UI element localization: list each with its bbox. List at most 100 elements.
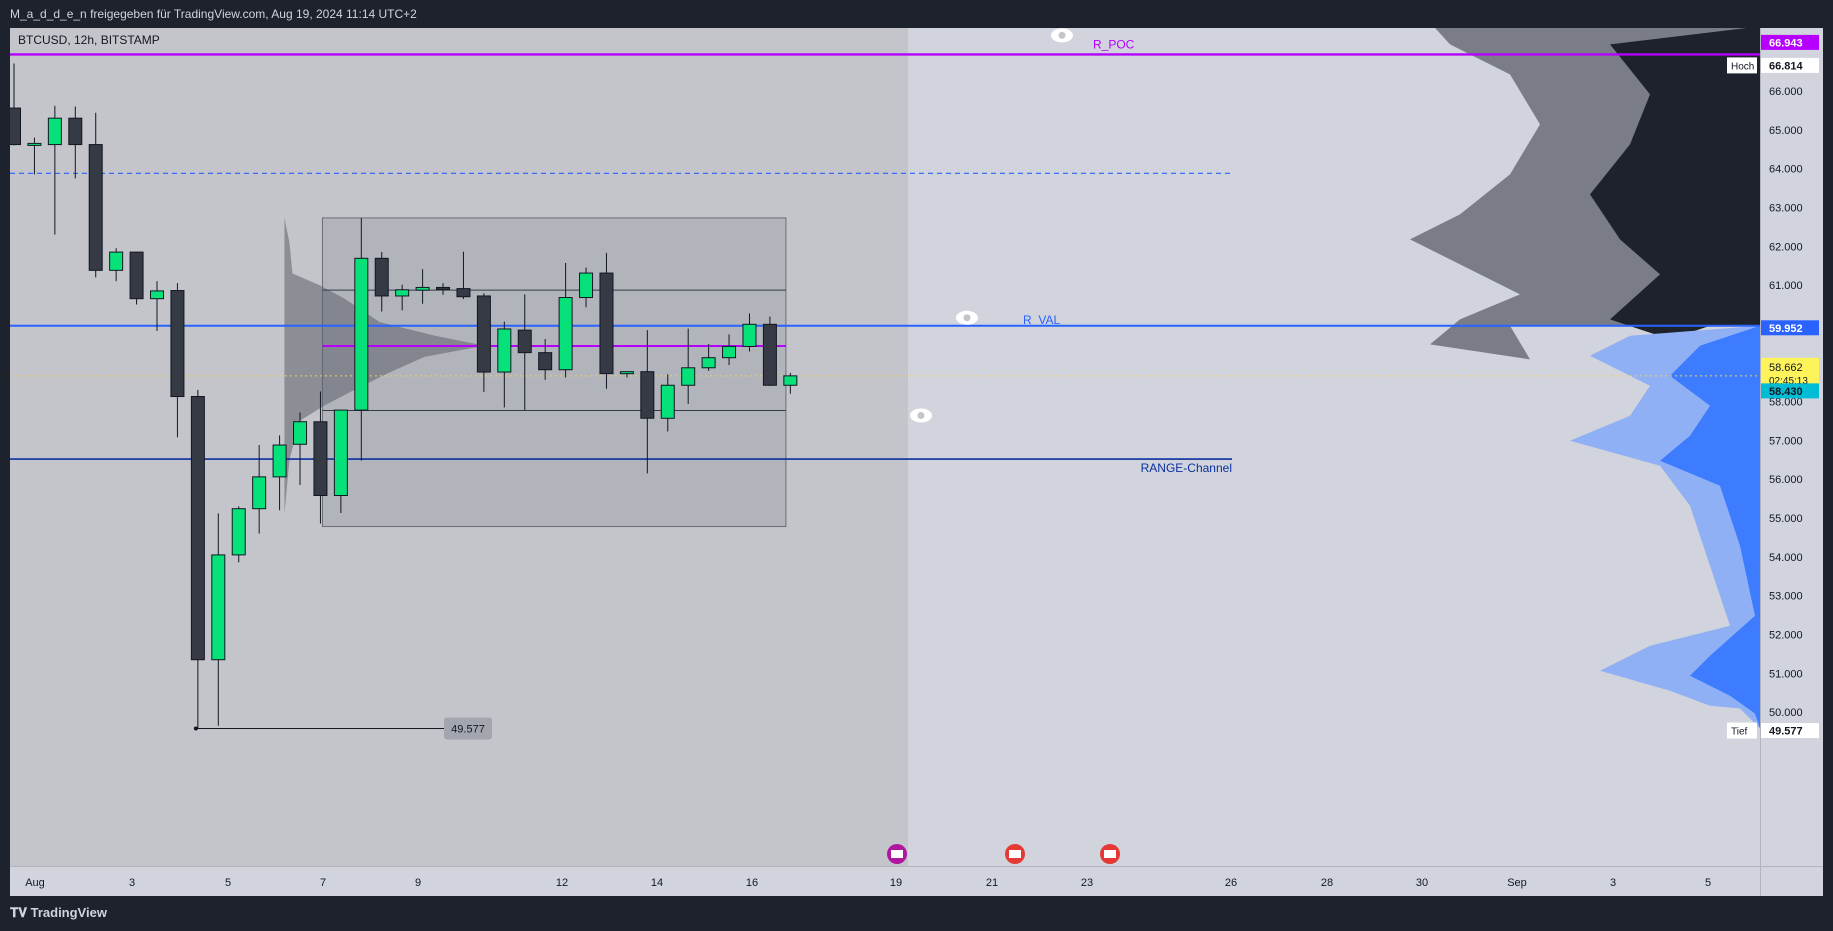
candle-body: [129, 251, 144, 300]
candle[interactable]: [47, 105, 62, 235]
candle[interactable]: [333, 409, 348, 513]
candle-body: [783, 375, 798, 386]
candle[interactable]: [313, 391, 328, 524]
price-axis-scale[interactable]: 66.00065.00064.00063.00062.00061.00060.0…: [1761, 28, 1823, 866]
poc-price-badge[interactable]: 66.943: [1761, 34, 1819, 50]
low-price-badge[interactable]: 49.577: [1761, 723, 1819, 739]
candle-body: [170, 290, 185, 398]
candle[interactable]: [476, 293, 491, 392]
candle[interactable]: [252, 445, 267, 534]
candle[interactable]: [68, 106, 83, 179]
candle-body: [231, 508, 246, 556]
candle[interactable]: [231, 506, 246, 563]
candle-body: [701, 357, 716, 369]
candle-body: [333, 409, 348, 497]
low-label-tag-text: Tief: [1731, 727, 1748, 738]
candle[interactable]: [211, 513, 226, 726]
candle[interactable]: [395, 284, 410, 311]
candle[interactable]: [579, 267, 594, 308]
candles[interactable]: [10, 63, 798, 729]
eye-icon[interactable]: [956, 310, 978, 325]
candle[interactable]: [27, 137, 42, 175]
candle-body: [272, 444, 287, 478]
candle-body: [558, 297, 573, 371]
poc-price-badge-text: 66.943: [1769, 37, 1803, 49]
candle[interactable]: [783, 372, 798, 394]
candle[interactable]: [129, 251, 144, 305]
time-tick-label: 19: [890, 877, 902, 889]
candle[interactable]: [762, 316, 777, 387]
symbol-label[interactable]: BTCUSD, 12h, BITSTAMP: [18, 33, 160, 47]
high-label-tag-bg: [1727, 57, 1757, 74]
candle[interactable]: [742, 313, 757, 352]
range-box[interactable]: [321, 217, 787, 528]
candle-body: [599, 272, 614, 375]
candle[interactable]: [701, 344, 716, 371]
price-axis[interactable]: 66.00065.00064.00063.00062.00061.00060.0…: [1760, 28, 1823, 866]
candle[interactable]: [190, 389, 205, 729]
candle[interactable]: [681, 328, 696, 404]
share-title: M_a_d_d_e_n freigegeben für TradingView.…: [10, 7, 417, 21]
share-header: M_a_d_d_e_n freigegeben für TradingView.…: [0, 0, 1833, 28]
candle[interactable]: [415, 269, 430, 304]
chart-pane[interactable]: R_POC R_VAL RANGE-Channel 49.577 Hoch Tief: [10, 28, 1760, 866]
time-axis-scale[interactable]: Aug 3 5 7 9 12 14 16 19 21 23 26 28 30 Sep 3 5: [10, 867, 1760, 896]
prev-price-badge-text: 58.430: [1769, 386, 1803, 398]
r-val-label: R_VAL: [1023, 313, 1060, 327]
candle[interactable]: [640, 330, 655, 474]
tradingview-logo[interactable]: 𝐓𝐕 TradingView: [10, 905, 107, 920]
candle[interactable]: [538, 339, 553, 380]
prev-price-badge[interactable]: 58.430: [1761, 383, 1819, 399]
time-tick-label: Aug: [25, 877, 45, 889]
countdown-text: 02:45:13: [1769, 376, 1808, 387]
time-axis[interactable]: Aug 3 5 7 9 12 14 16 19 21 23 26 28 30 Sep 3 5: [10, 866, 1760, 896]
candle[interactable]: [517, 294, 532, 411]
high-label-tag: Hoch: [1727, 57, 1757, 74]
time-tick-label: 16: [746, 877, 758, 889]
candle[interactable]: [436, 283, 451, 295]
candle[interactable]: [109, 248, 124, 282]
candle[interactable]: [456, 251, 471, 300]
time-tick-label: 5: [1705, 877, 1711, 889]
candle-body: [456, 288, 471, 298]
candle-body: [293, 421, 308, 445]
price-tick-label: 52.000: [1769, 629, 1803, 641]
candle[interactable]: [88, 112, 103, 278]
candle[interactable]: [150, 281, 165, 331]
candle[interactable]: [497, 321, 512, 408]
candle[interactable]: [599, 252, 614, 389]
low-marker-badge: [444, 717, 492, 740]
price-tick-label: 51.000: [1769, 668, 1803, 680]
candle[interactable]: [722, 334, 737, 366]
last-price-badge[interactable]: 58.662 02:45:13: [1761, 357, 1819, 388]
time-tick-label: 23: [1081, 877, 1093, 889]
axis-corner: [1760, 866, 1823, 896]
candle[interactable]: [354, 217, 369, 461]
eye-icon[interactable]: [1051, 28, 1073, 43]
tradingview-logo-icon: 𝐓𝐕: [10, 905, 31, 920]
us-economic-event-icon[interactable]: [1005, 844, 1025, 864]
candle[interactable]: [558, 262, 573, 378]
price-tick-label: 56.000: [1769, 474, 1803, 486]
price-chart[interactable]: R_POC R_VAL RANGE-Channel 49.577 Hoch Tief: [10, 28, 1760, 866]
price-tick-label: 54.000: [1769, 552, 1803, 564]
candle[interactable]: [170, 283, 185, 438]
val-price-badge-text: 59.952: [1769, 323, 1803, 335]
earnings-flash-icon[interactable]: [887, 844, 907, 864]
candle[interactable]: [293, 412, 308, 486]
candle[interactable]: [619, 371, 634, 378]
candle-body: [211, 554, 226, 661]
time-tick-label: 21: [986, 877, 998, 889]
candle[interactable]: [374, 252, 389, 312]
candle[interactable]: [660, 374, 675, 432]
val-price-badge[interactable]: 59.952: [1761, 320, 1819, 336]
candle[interactable]: [272, 435, 287, 511]
low-price-marker[interactable]: 49.577: [193, 717, 492, 740]
candle-body: [722, 345, 737, 359]
prev-price-badge-bg: [1761, 383, 1819, 399]
price-tick-label: 61.000: [1769, 280, 1803, 292]
eye-icon[interactable]: [910, 408, 932, 423]
us-economic-event-icon[interactable]: [1100, 844, 1120, 864]
candle[interactable]: [10, 63, 21, 146]
high-price-badge[interactable]: 66.814: [1761, 57, 1819, 73]
